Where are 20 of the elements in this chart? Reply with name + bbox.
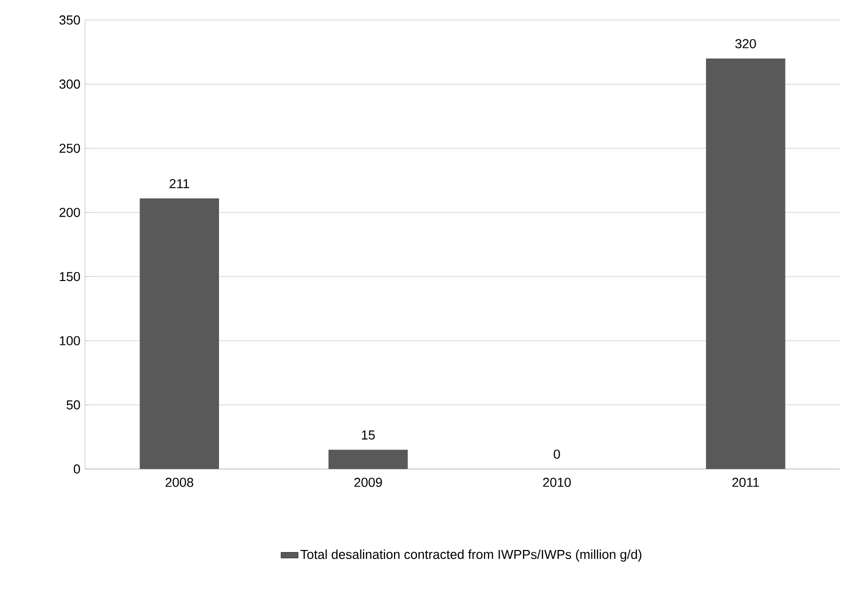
data-label: 15 (362, 430, 375, 440)
y-tick-label: 100 (60, 336, 80, 346)
data-label: 0 (554, 450, 560, 459)
x-tick-label: 2009 (354, 478, 382, 487)
y-tick-label: 0 (74, 464, 80, 474)
y-tick-label: 50 (66, 400, 80, 410)
x-tick-label: 2008 (166, 478, 194, 487)
x-tick-label: 2010 (543, 478, 571, 487)
data-label: 211 (170, 179, 190, 188)
x-tick-label: 2011 (732, 478, 759, 487)
y-tick-label: 350 (59, 15, 80, 25)
bar (328, 450, 408, 469)
data-label: 320 (735, 39, 756, 48)
bar (706, 58, 786, 469)
bar (140, 198, 220, 469)
legend-label: Total desalination contracted from IWPPs/IWPs (million g/d) (300, 550, 642, 562)
y-tick-label: 300 (59, 80, 80, 89)
y-tick-label: 150 (60, 272, 80, 282)
y-tick-label: 200 (60, 208, 80, 218)
y-tick-label: 250 (60, 144, 80, 153)
